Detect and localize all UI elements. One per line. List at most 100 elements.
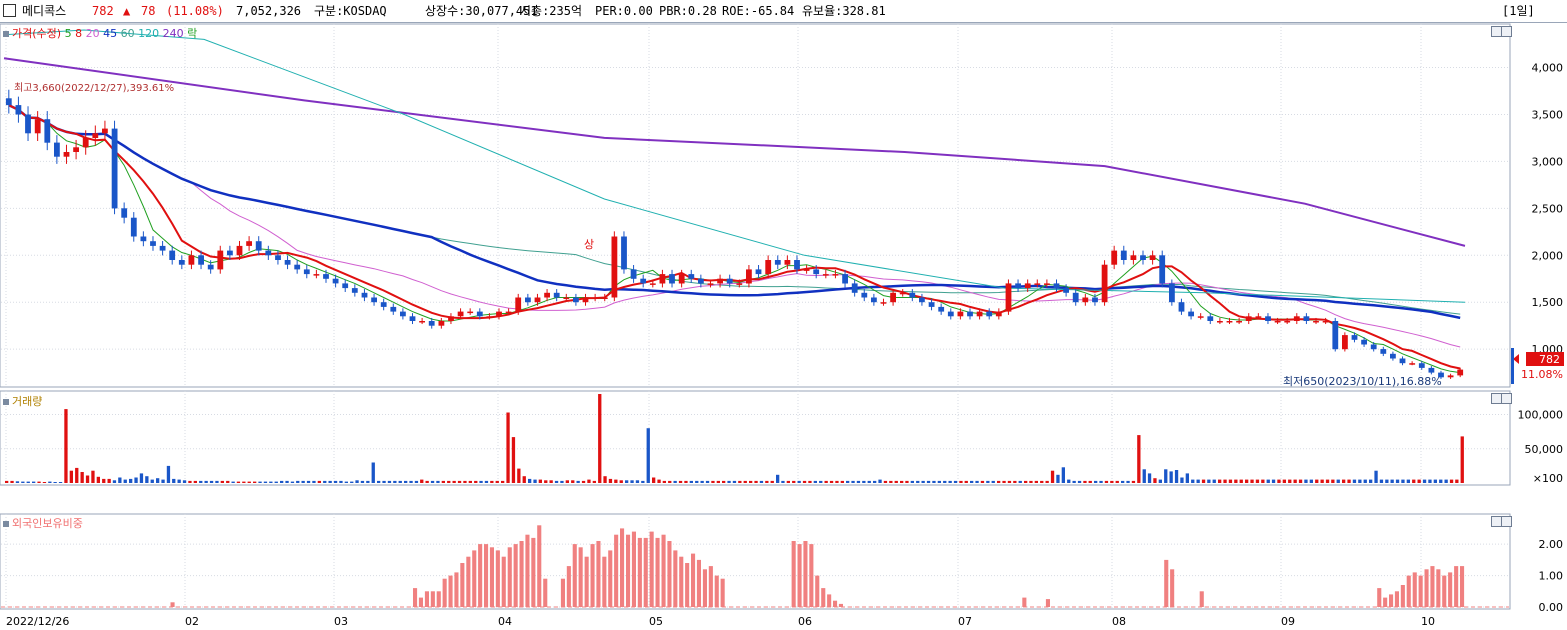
candle-body xyxy=(967,311,973,317)
candle-body xyxy=(601,297,608,299)
candle-body xyxy=(207,264,214,270)
volume-bar xyxy=(1444,479,1448,483)
price-change-pct: (11.08%) xyxy=(166,4,224,18)
foreign-ratio-bar xyxy=(448,575,453,607)
pane-handle-icon[interactable] xyxy=(3,399,9,405)
volume-bar xyxy=(964,480,968,483)
volume-bar xyxy=(824,480,828,483)
volume-bar xyxy=(188,480,192,483)
foreign-ratio-bar xyxy=(501,556,506,607)
volume-bar xyxy=(592,480,596,483)
foreign-ratio-bar xyxy=(1418,575,1423,607)
volume-bar xyxy=(1207,479,1211,483)
volume-bar xyxy=(280,480,284,483)
pane-handle-icon[interactable] xyxy=(3,31,9,37)
price-pane xyxy=(0,23,1511,388)
candle-body xyxy=(476,311,483,317)
candle-body xyxy=(1370,344,1377,350)
volume-bar xyxy=(598,394,602,483)
volume-bar xyxy=(1406,479,1410,483)
volume-bar xyxy=(85,475,90,483)
x-tick-label: 08 xyxy=(1112,615,1126,628)
volume-bar xyxy=(371,462,375,483)
candle-body xyxy=(246,241,252,246)
x-tick-label: 2022/12/26 xyxy=(6,615,69,628)
volume-bar xyxy=(722,480,726,483)
candle-body xyxy=(1178,302,1185,312)
volume-bar xyxy=(549,480,553,483)
volume-bar xyxy=(1169,471,1173,483)
volume-bar xyxy=(355,480,359,483)
volume-bar xyxy=(700,480,704,483)
volume-bar xyxy=(479,480,483,483)
candle-body xyxy=(1169,283,1175,303)
candle-body xyxy=(332,278,339,284)
volume-bar xyxy=(959,480,963,483)
candle-body xyxy=(813,269,820,275)
volume-bar xyxy=(112,480,117,483)
close-pane-button[interactable] xyxy=(1501,26,1512,37)
volume-bar xyxy=(231,481,235,483)
volume-bar xyxy=(1358,479,1362,483)
volume-bar xyxy=(1255,479,1260,483)
candle-body xyxy=(784,260,791,265)
volume-bar xyxy=(501,480,505,483)
candle-body xyxy=(1044,283,1050,285)
volume-bar xyxy=(1379,479,1384,483)
stock-chart[interactable]: 4,0003,5003,0002,5002,0001,5001,000100,0… xyxy=(0,22,1567,630)
foreign-ratio-bar xyxy=(1199,591,1204,607)
volume-bar xyxy=(1385,479,1389,483)
foreign-ratio-bar xyxy=(472,550,477,607)
foreign-ratio-bar xyxy=(436,591,441,607)
volume-bar xyxy=(1158,479,1162,483)
volume-bar xyxy=(630,480,634,483)
period-selector[interactable]: [1일] xyxy=(1502,4,1535,18)
volume-bar xyxy=(1352,479,1357,483)
volume-bar xyxy=(943,480,947,483)
volume-bar xyxy=(150,479,154,483)
volume-bar xyxy=(220,480,224,483)
volume-bar xyxy=(420,479,424,483)
volume-bar xyxy=(1234,479,1238,483)
volume-bar xyxy=(1228,479,1233,483)
volume-bar xyxy=(517,468,521,483)
volume-unit-label: ×100 xyxy=(1533,472,1563,485)
volume-bar xyxy=(290,481,295,483)
volume-bar xyxy=(436,480,440,483)
volume-bar xyxy=(1309,479,1313,483)
volume-bar xyxy=(614,479,618,483)
legend-ma45: 45 xyxy=(103,27,118,40)
foreign-ratio-bar xyxy=(685,563,690,607)
foreign-ratio-bar xyxy=(833,600,838,607)
select-checkbox[interactable] xyxy=(3,4,16,17)
foreign-ratio-bar xyxy=(1383,597,1388,607)
candle-body xyxy=(294,264,301,270)
candle-body xyxy=(1159,255,1166,284)
x-tick-label: 04 xyxy=(498,615,512,628)
candle-body xyxy=(1409,363,1416,365)
foreign-pane xyxy=(0,513,1511,610)
volume-bar xyxy=(1212,479,1216,483)
candle-body xyxy=(102,128,108,134)
low-price-note: 최저650(2023/10/11),16.88% xyxy=(1283,375,1442,388)
foreign-ratio-bar xyxy=(661,534,666,607)
candle-body xyxy=(746,269,752,284)
candle-body xyxy=(275,255,281,260)
volume-bar xyxy=(657,479,661,483)
ma-5-line xyxy=(8,104,1461,374)
foreign-ratio-bars xyxy=(170,525,1465,607)
candle-body xyxy=(698,278,704,284)
volume-bar xyxy=(382,480,386,483)
close-pane-button[interactable] xyxy=(1501,393,1512,404)
volume-bar xyxy=(1147,473,1152,483)
volume-bar xyxy=(323,480,327,483)
pane-handle-icon[interactable] xyxy=(3,521,9,527)
candle-body xyxy=(1072,292,1079,303)
close-pane-button[interactable] xyxy=(1501,516,1512,527)
candle-body xyxy=(25,114,31,134)
volume-bar xyxy=(1153,478,1157,483)
foreign-ratio-bar xyxy=(702,569,707,607)
volume-bar xyxy=(404,480,408,483)
volume-bar xyxy=(253,481,257,483)
foreign-ratio-bar xyxy=(708,566,713,607)
